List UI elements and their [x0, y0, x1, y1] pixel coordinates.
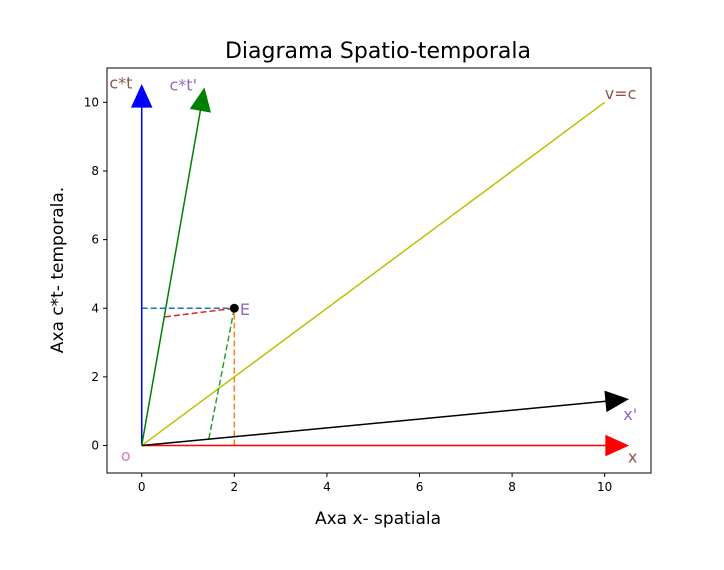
x-tick-label: 4 — [323, 480, 331, 494]
axis-arrow-head — [604, 390, 630, 413]
event-point — [229, 303, 239, 313]
annotation-label: c*t — [109, 74, 132, 93]
plot-area: 0 2 4 6 8 10 0 2 4 6 8 10 o x x' c*t c*t' v=c E — [84, 67, 652, 494]
x-axis-label: Axa x- spatiala — [315, 509, 441, 529]
annotation-label: E — [240, 300, 250, 319]
annotation-label: c*t' — [170, 75, 197, 94]
y-tick-label: 10 — [84, 95, 99, 109]
plot-frame — [106, 67, 652, 474]
x-tick-label: 2 — [230, 480, 238, 494]
y-axis-label: Axa c*t- temporala. — [48, 187, 68, 353]
light-line — [141, 101, 606, 447]
annotation-label: v=c — [605, 84, 637, 103]
y-tick-label: 2 — [91, 370, 99, 384]
annotation-label: x — [628, 448, 637, 467]
projection-dashed-line — [164, 307, 235, 318]
x-tick-label: 0 — [138, 480, 146, 494]
y-tick-label: 6 — [91, 233, 99, 247]
projection-dashed-line — [208, 308, 236, 439]
y-tick-label: 8 — [91, 164, 99, 178]
x-tick-label: 8 — [508, 480, 516, 494]
axis-arrow-head — [189, 87, 211, 113]
x-tick-label: 6 — [416, 480, 424, 494]
annotation-label: x' — [623, 405, 637, 424]
axis-arrow-shaft — [141, 400, 607, 447]
axis-arrow-shaft — [140, 110, 202, 446]
x-tick-label: 10 — [597, 480, 612, 494]
y-tick-label: 4 — [91, 301, 99, 315]
axis-arrow-head — [130, 83, 153, 108]
annotation-label: o — [121, 446, 131, 465]
axis-arrow-head — [605, 434, 630, 457]
chart-title: Diagrama Spatio-temporala — [225, 39, 531, 64]
y-tick-label: 0 — [91, 439, 99, 453]
